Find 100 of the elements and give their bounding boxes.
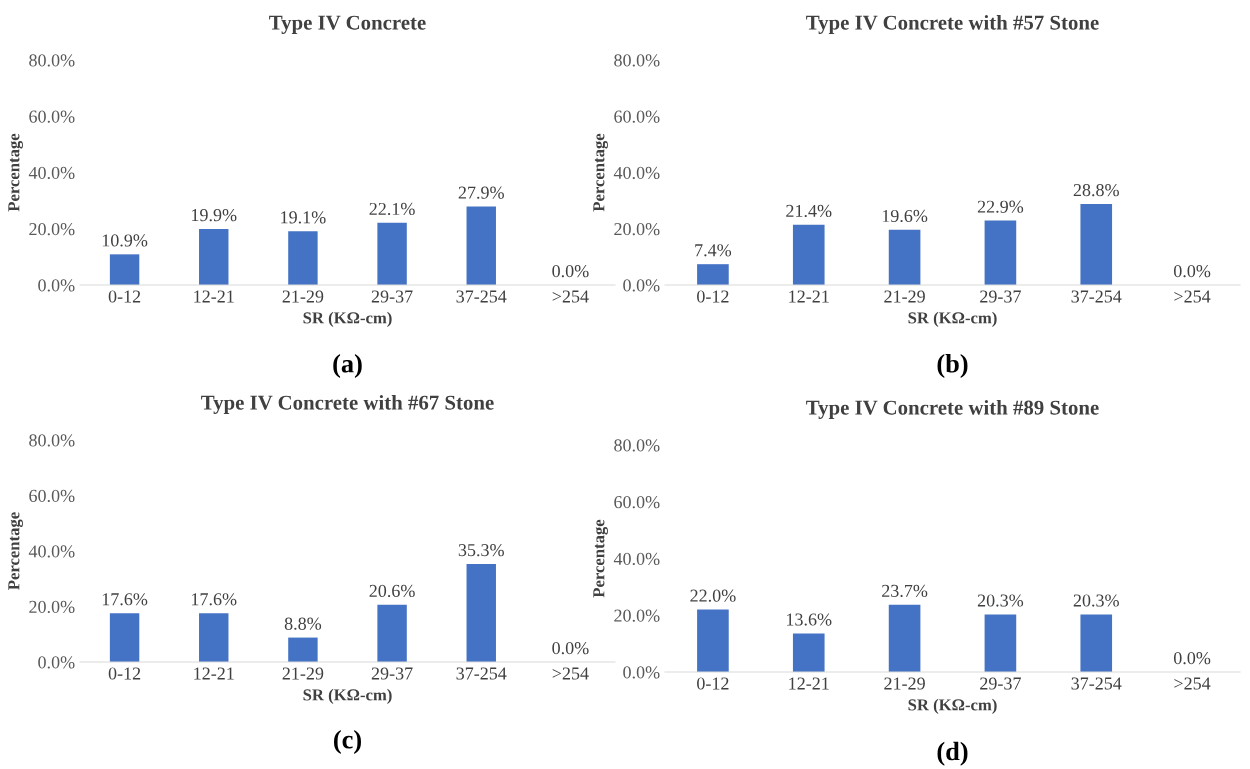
y-tick-label: 20.0% xyxy=(614,223,660,236)
bar xyxy=(697,264,729,285)
bar xyxy=(984,220,1017,285)
x-tick-label: 29-37 xyxy=(980,290,1021,303)
y-tick-label: 60.0% xyxy=(29,489,75,503)
y-tick-label: 60.0% xyxy=(29,110,75,123)
chart-title: Type IV Concrete with #89 Stone xyxy=(806,399,1099,419)
data-label: 22.0% xyxy=(690,589,736,602)
x-tick-label: 29-37 xyxy=(980,677,1021,690)
x-axis-title: SR (KΩ-cm) xyxy=(303,688,392,704)
y-axis-title: Percentage xyxy=(593,133,608,212)
y-tick-label: 80.0% xyxy=(29,434,75,447)
y-tick-label: 80.0% xyxy=(29,54,75,67)
y-axis-title: Percentage xyxy=(8,512,23,590)
data-label: 0.0% xyxy=(552,641,589,655)
y-tick-label: 20.0% xyxy=(29,223,75,236)
x-tick-label: 12-21 xyxy=(194,667,234,680)
y-tick-label: 60.0% xyxy=(614,496,660,509)
data-label: 10.9% xyxy=(102,234,148,247)
text: (c) xyxy=(334,729,361,754)
x-tick-label: 12-21 xyxy=(789,290,829,303)
bar xyxy=(109,254,140,285)
bar xyxy=(288,637,318,662)
bar xyxy=(1080,204,1113,285)
bar xyxy=(466,564,496,662)
y-tick-label: 20.0% xyxy=(614,609,660,622)
bar xyxy=(199,229,229,285)
x-tick-label: 0-12 xyxy=(697,290,729,303)
data-label: 27.9% xyxy=(458,186,504,199)
data-label: 17.6% xyxy=(192,593,237,606)
data-label: 19.1% xyxy=(281,211,326,224)
text: (b) xyxy=(937,354,968,378)
bar xyxy=(377,604,407,662)
y-tick-label: 0.0% xyxy=(38,279,75,292)
bar xyxy=(792,633,825,672)
chart-title: Type IV Concrete xyxy=(269,15,426,34)
bar xyxy=(888,604,921,672)
bar xyxy=(109,613,140,662)
x-tick-label: 29-37 xyxy=(371,290,413,303)
y-tick-label: 40.0% xyxy=(28,545,75,558)
data-label: 20.3% xyxy=(1073,594,1119,607)
x-tick-label: 21-29 xyxy=(884,290,925,303)
data-label: 8.8% xyxy=(284,617,322,630)
chart-title: Type IV Concrete with #67 Stone xyxy=(201,394,494,414)
y-axis-title: Percentage xyxy=(593,519,608,598)
data-label: 20.6% xyxy=(369,584,415,598)
data-label: 23.7% xyxy=(882,584,928,597)
x-tick-label: 37-254 xyxy=(1071,677,1122,690)
x-tick-label: >254 xyxy=(1174,290,1211,303)
bar xyxy=(288,231,318,285)
bar xyxy=(377,222,407,285)
y-tick-label: 0.0% xyxy=(623,279,660,292)
x-tick-label: 21-29 xyxy=(282,290,324,303)
text: (a) xyxy=(333,354,362,378)
data-label: 0.0% xyxy=(552,264,589,278)
x-tick-label: 12-21 xyxy=(194,290,234,303)
data-label: 17.6% xyxy=(102,593,148,606)
bar xyxy=(199,613,229,662)
data-label: 19.6% xyxy=(882,209,928,223)
x-tick-label: 37-254 xyxy=(1071,290,1122,303)
x-axis-title: SR (KΩ-cm) xyxy=(303,311,392,327)
y-tick-label: 40.0% xyxy=(28,166,75,180)
x-tick-label: >254 xyxy=(552,290,589,303)
x-tick-label: 0-12 xyxy=(108,290,141,303)
y-tick-label: 40.0% xyxy=(613,166,660,180)
chart-title: Type IV Concrete with #57 Stone xyxy=(806,14,1099,34)
x-tick-label: 21-29 xyxy=(884,677,925,690)
x-tick-label: 0-12 xyxy=(697,677,729,690)
data-label: 7.4% xyxy=(695,244,732,257)
x-tick-label: 12-21 xyxy=(789,677,829,690)
x-axis-title: SR (KΩ-cm) xyxy=(908,698,997,714)
x-tick-label: 0-12 xyxy=(108,667,141,680)
data-label: 21.4% xyxy=(786,204,832,218)
bar xyxy=(466,206,496,285)
bar xyxy=(1080,614,1113,672)
y-axis-title: Percentage xyxy=(8,133,23,212)
data-label: 28.8% xyxy=(1073,183,1119,197)
x-tick-label: >254 xyxy=(552,667,589,680)
x-tick-label: 21-29 xyxy=(282,667,324,680)
x-tick-label: >254 xyxy=(1174,677,1211,690)
x-axis-title: SR (KΩ-cm) xyxy=(908,311,997,327)
y-tick-label: 0.0% xyxy=(623,666,660,679)
y-tick-label: 80.0% xyxy=(614,54,660,67)
data-label: 0.0% xyxy=(1173,264,1211,278)
x-tick-label: 37-254 xyxy=(456,290,507,303)
bar xyxy=(984,614,1017,672)
bar xyxy=(697,609,729,672)
y-tick-label: 60.0% xyxy=(614,110,660,123)
y-tick-label: 40.0% xyxy=(613,552,660,566)
y-tick-label: 80.0% xyxy=(614,439,660,452)
data-label: 19.9% xyxy=(192,209,237,222)
bar xyxy=(888,229,921,285)
y-tick-label: 20.0% xyxy=(29,600,75,614)
bar xyxy=(792,224,825,285)
data-label: 22.9% xyxy=(977,200,1024,213)
data-label: 22.1% xyxy=(369,202,415,216)
y-tick-label: 0.0% xyxy=(38,656,75,669)
data-label: 20.3% xyxy=(977,594,1024,607)
x-tick-label: 29-37 xyxy=(371,667,413,680)
data-label: 35.3% xyxy=(458,544,504,557)
